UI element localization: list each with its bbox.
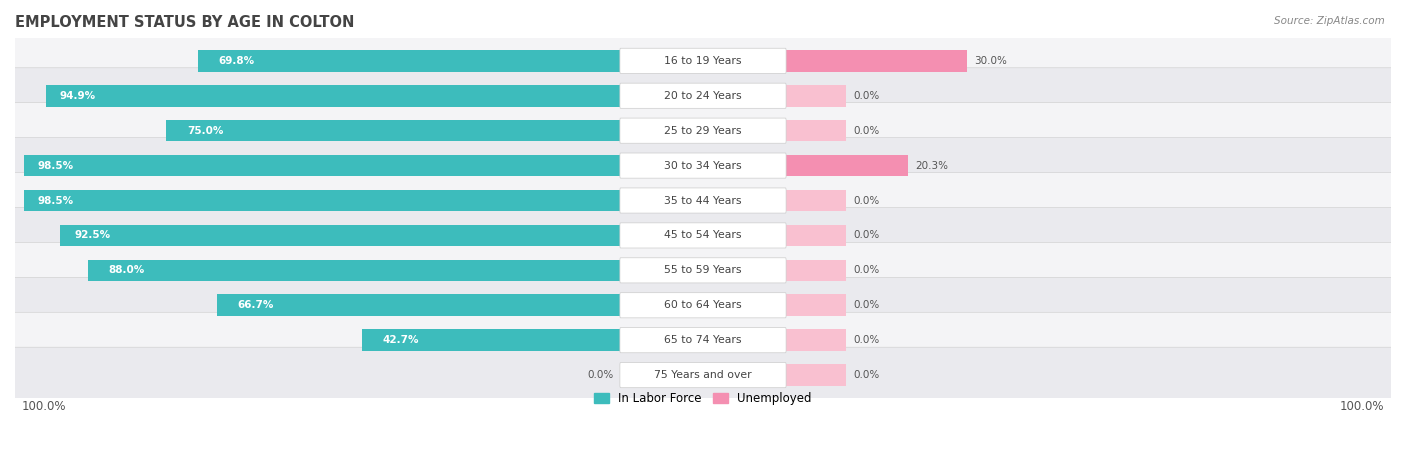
Text: 20 to 24 Years: 20 to 24 Years — [664, 91, 742, 101]
Text: 25 to 29 Years: 25 to 29 Years — [664, 126, 742, 135]
Bar — [166, 120, 620, 141]
Text: 35 to 44 Years: 35 to 44 Years — [664, 195, 742, 206]
Bar — [786, 120, 846, 141]
FancyBboxPatch shape — [13, 312, 1393, 368]
Bar — [786, 364, 846, 386]
Text: 0.0%: 0.0% — [853, 335, 879, 345]
FancyBboxPatch shape — [13, 68, 1393, 124]
Text: 98.5%: 98.5% — [38, 195, 75, 206]
Text: 0.0%: 0.0% — [853, 230, 879, 240]
Bar — [786, 50, 967, 72]
Text: 0.0%: 0.0% — [853, 266, 879, 275]
Legend: In Labor Force, Unemployed: In Labor Force, Unemployed — [589, 387, 817, 410]
Bar — [24, 155, 620, 176]
Text: 0.0%: 0.0% — [853, 195, 879, 206]
Text: 92.5%: 92.5% — [75, 230, 110, 240]
FancyBboxPatch shape — [620, 223, 786, 248]
FancyBboxPatch shape — [620, 118, 786, 143]
FancyBboxPatch shape — [13, 277, 1393, 333]
FancyBboxPatch shape — [620, 188, 786, 213]
Bar — [786, 225, 846, 246]
Bar — [217, 294, 620, 316]
Text: 0.0%: 0.0% — [588, 370, 613, 380]
Text: EMPLOYMENT STATUS BY AGE IN COLTON: EMPLOYMENT STATUS BY AGE IN COLTON — [15, 15, 354, 30]
Text: 100.0%: 100.0% — [22, 400, 66, 413]
Bar — [786, 294, 846, 316]
Text: 16 to 19 Years: 16 to 19 Years — [664, 56, 742, 66]
FancyBboxPatch shape — [13, 172, 1393, 229]
Text: 55 to 59 Years: 55 to 59 Years — [664, 266, 742, 275]
Bar — [198, 50, 620, 72]
FancyBboxPatch shape — [13, 138, 1393, 194]
FancyBboxPatch shape — [620, 153, 786, 178]
Bar — [786, 329, 846, 351]
Text: 0.0%: 0.0% — [853, 126, 879, 135]
Text: 88.0%: 88.0% — [108, 266, 145, 275]
Bar — [786, 190, 846, 212]
Text: 65 to 74 Years: 65 to 74 Years — [664, 335, 742, 345]
FancyBboxPatch shape — [620, 83, 786, 108]
FancyBboxPatch shape — [620, 48, 786, 73]
Text: 30 to 34 Years: 30 to 34 Years — [664, 161, 742, 171]
FancyBboxPatch shape — [13, 347, 1393, 403]
FancyBboxPatch shape — [13, 33, 1393, 89]
Text: 30.0%: 30.0% — [974, 56, 1007, 66]
Bar — [786, 260, 846, 281]
Text: 42.7%: 42.7% — [382, 335, 419, 345]
Text: 98.5%: 98.5% — [38, 161, 75, 171]
FancyBboxPatch shape — [13, 207, 1393, 263]
Text: 66.7%: 66.7% — [238, 300, 274, 310]
FancyBboxPatch shape — [620, 363, 786, 388]
Text: 69.8%: 69.8% — [218, 56, 254, 66]
Text: 0.0%: 0.0% — [853, 370, 879, 380]
Text: 94.9%: 94.9% — [59, 91, 96, 101]
Bar — [60, 225, 620, 246]
Bar — [786, 85, 846, 107]
Text: 45 to 54 Years: 45 to 54 Years — [664, 230, 742, 240]
Text: 0.0%: 0.0% — [853, 91, 879, 101]
Bar — [361, 329, 620, 351]
Text: 0.0%: 0.0% — [853, 300, 879, 310]
FancyBboxPatch shape — [620, 292, 786, 318]
Text: 75 Years and over: 75 Years and over — [654, 370, 752, 380]
FancyBboxPatch shape — [620, 328, 786, 353]
Text: 60 to 64 Years: 60 to 64 Years — [664, 300, 742, 310]
Text: 100.0%: 100.0% — [1340, 400, 1384, 413]
FancyBboxPatch shape — [13, 243, 1393, 298]
Bar — [786, 155, 908, 176]
Bar — [46, 85, 620, 107]
FancyBboxPatch shape — [13, 103, 1393, 158]
Text: 75.0%: 75.0% — [187, 126, 224, 135]
Bar — [24, 190, 620, 212]
Text: 20.3%: 20.3% — [915, 161, 948, 171]
Text: Source: ZipAtlas.com: Source: ZipAtlas.com — [1274, 16, 1385, 26]
FancyBboxPatch shape — [620, 258, 786, 283]
Bar — [87, 260, 620, 281]
